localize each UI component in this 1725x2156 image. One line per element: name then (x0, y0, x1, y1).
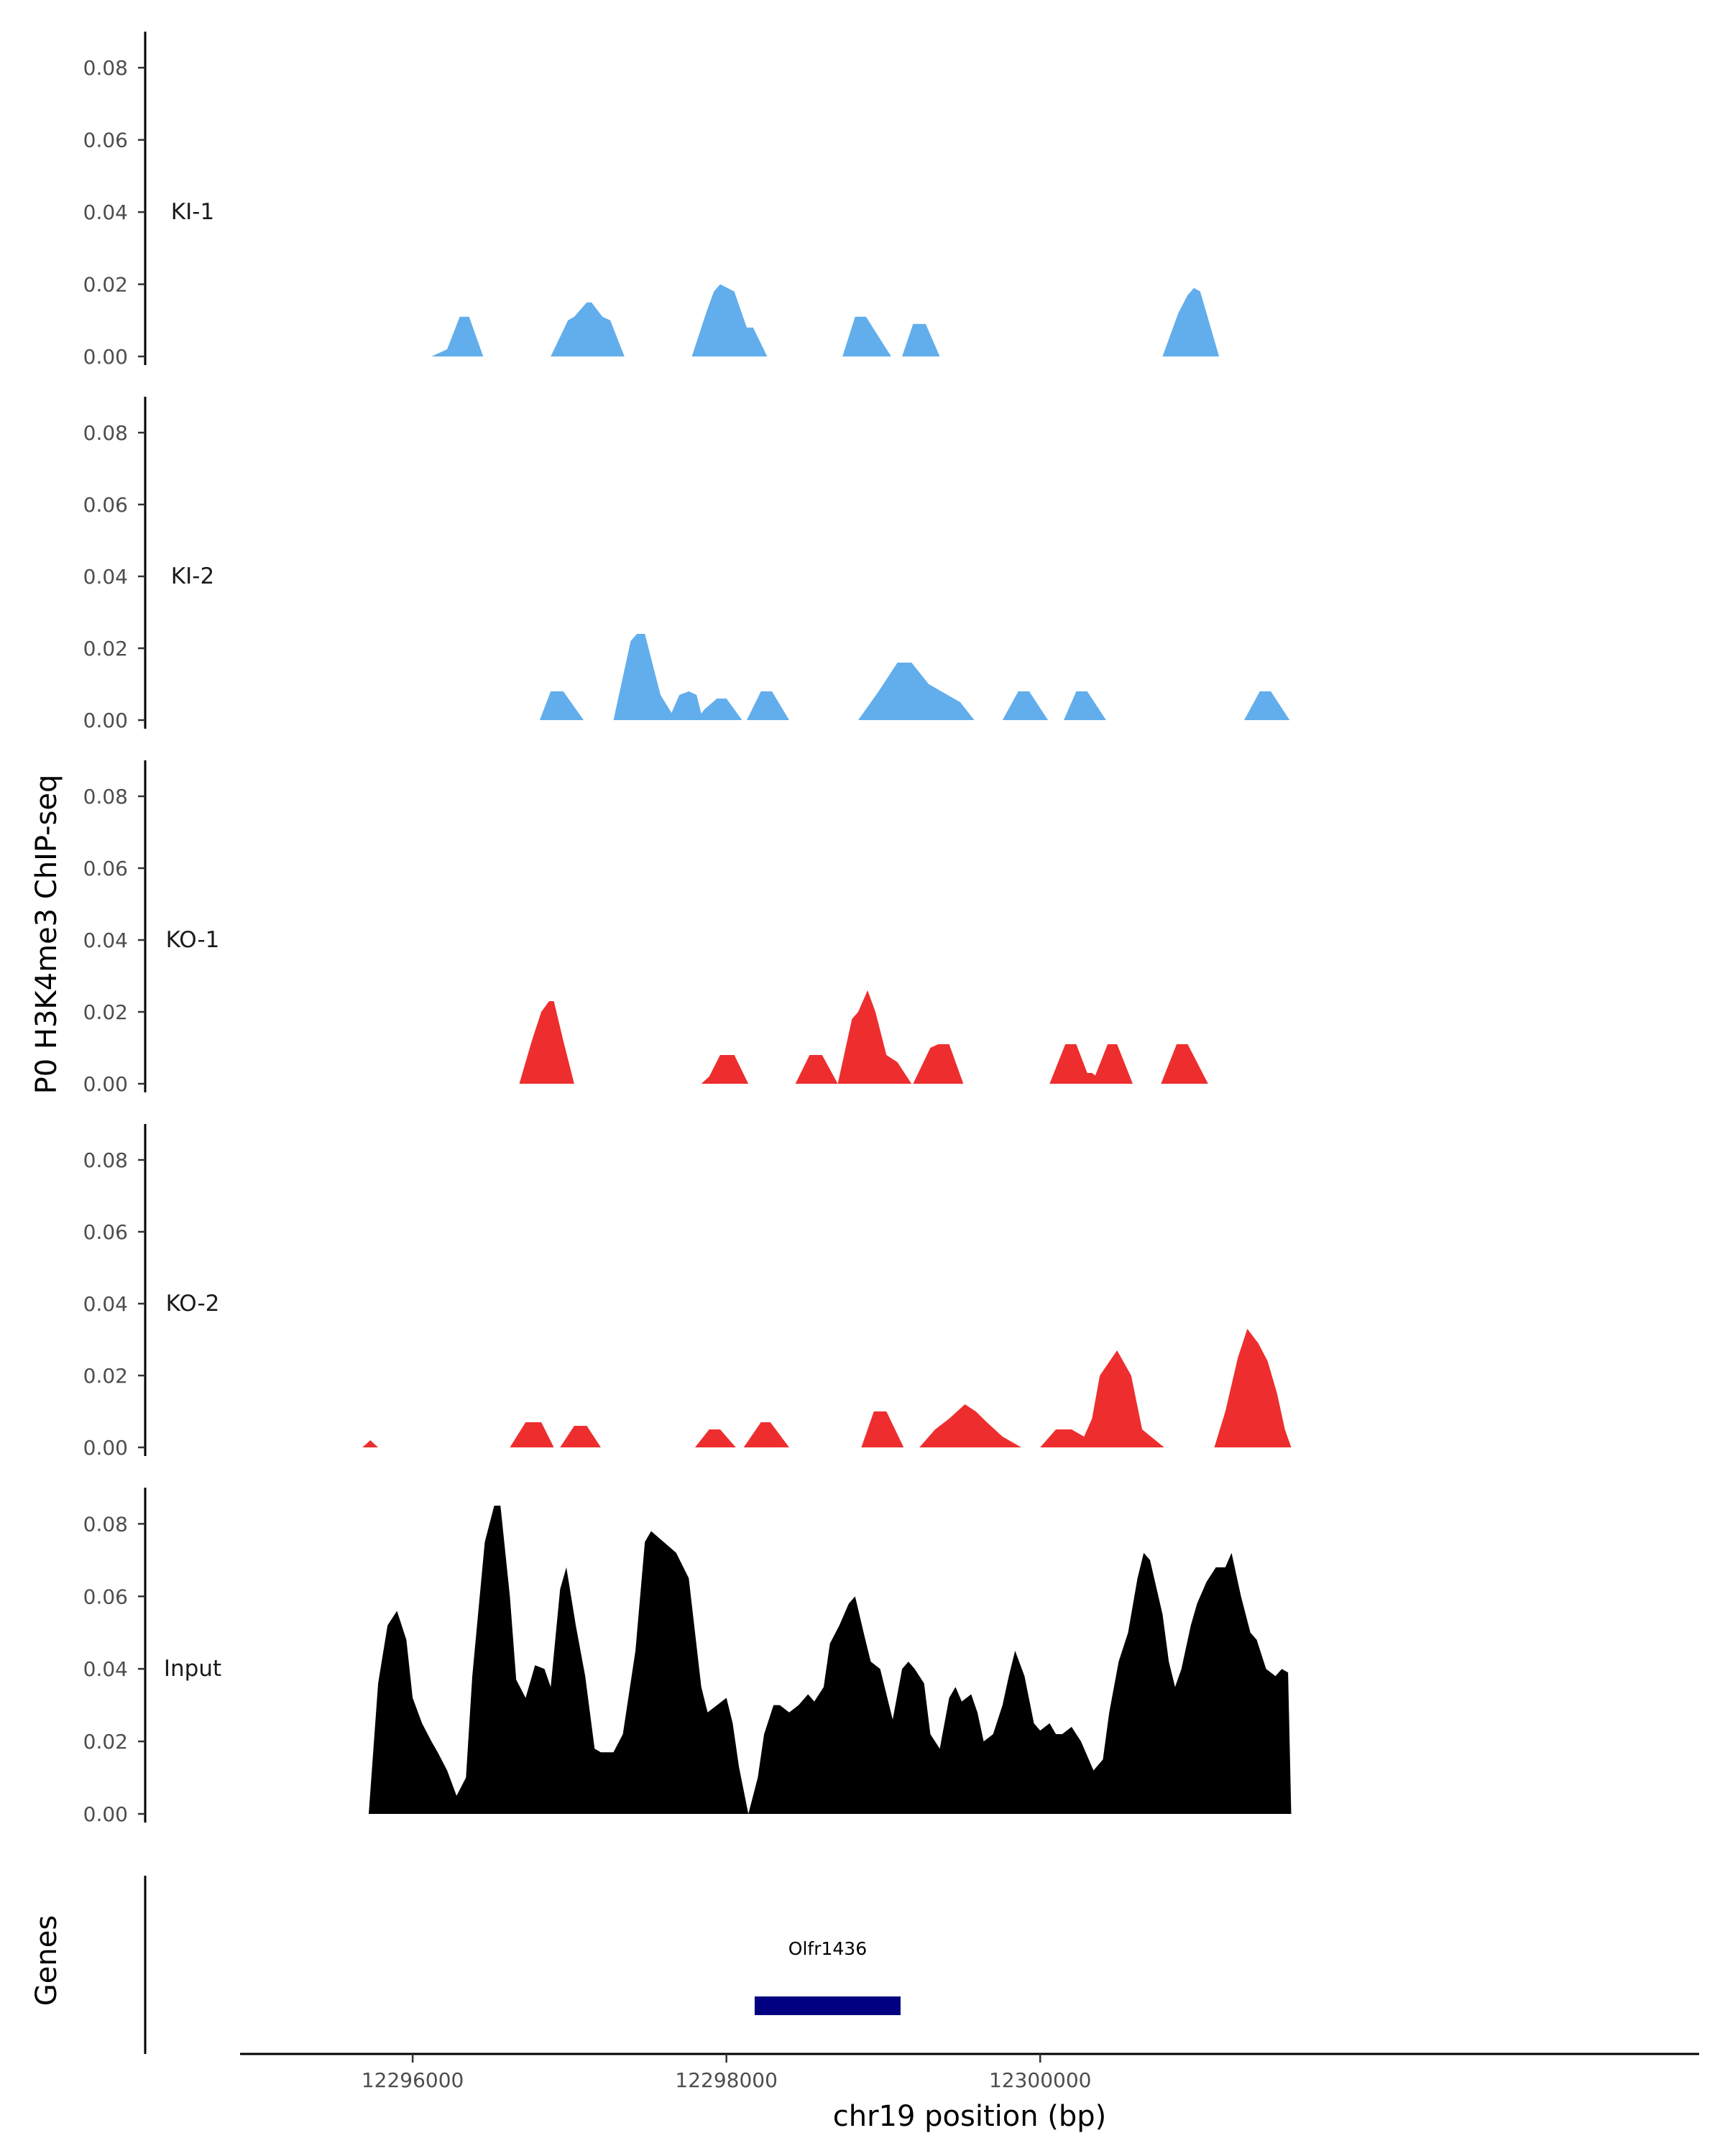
x-tick-label: 12300000 (989, 2068, 1092, 2092)
y-tick-label-ki-2: 0.06 (83, 493, 128, 517)
y-tick-label-ki-2: 0.04 (83, 565, 128, 589)
y-tick-label-ko-2: 0.06 (83, 1220, 128, 1244)
gene-bar (754, 1996, 901, 2015)
y-tick-label-ki-2: 0.02 (83, 637, 128, 660)
peak-area-ko-1 (701, 1055, 749, 1084)
track-ki-1: 0.00 0.02 0.04 0.06 0.08 KI-1 (83, 32, 1220, 369)
peak-area-ko-1 (837, 990, 912, 1084)
y-tick-label-ko-2: 0.02 (83, 1364, 128, 1388)
y-tick-label-input: 0.06 (83, 1585, 128, 1608)
track-label-ki-2: KI-2 (171, 563, 214, 589)
x-axis: chr19 position (bp) 12296000 12298000 1230… (240, 2053, 1699, 2133)
peak-area-ko-1 (1161, 1044, 1208, 1084)
track-ko-1: 0.00 0.02 0.04 0.06 0.08 KO-1 (83, 760, 1208, 1096)
y-tick-label-ki-2: 0.08 (83, 421, 128, 445)
x-tick-label: 12298000 (675, 2068, 778, 2092)
peak-area-ko-2 (362, 1440, 379, 1447)
y-tick-label-input: 0.04 (83, 1657, 128, 1681)
peak-area-ko-1 (913, 1044, 964, 1084)
genes-axis-title: Genes (30, 1915, 63, 2006)
peak-area-ko-2 (861, 1411, 904, 1447)
peak-area-ko-2 (695, 1429, 736, 1447)
gene-label: Olfr1436 (788, 1938, 867, 1959)
y-tick-label-ki-2: 0.00 (83, 709, 128, 732)
y-tick-label-ko-2: 0.04 (83, 1292, 128, 1316)
x-axis-title: chr19 position (bp) (833, 2100, 1107, 2133)
y-tick-label-input: 0.02 (83, 1730, 128, 1754)
y-tick-label-ki-1: 0.06 (83, 129, 128, 152)
peak-area-ki-1 (1162, 287, 1220, 356)
track-ko-2: 0.00 0.02 0.04 0.06 0.08 KO-2 (83, 1124, 1292, 1460)
y-tick-label-input: 0.08 (83, 1512, 128, 1536)
track-ki-2: 0.00 0.02 0.04 0.06 0.08 KI-2 (83, 397, 1290, 732)
peak-area-ko-2 (1214, 1329, 1292, 1447)
peak-area-ki-2 (1002, 691, 1049, 720)
coverage-tracks: 0.00 0.02 0.04 0.06 0.08 KI-1 0.00 0.02 0.04 0.06… (83, 32, 1292, 1826)
x-tick-label: 12296000 (362, 2068, 464, 2092)
peak-area-ki-1 (691, 284, 768, 356)
y-tick-label-ko-1: 0.08 (83, 785, 128, 808)
y-tick-label-input: 0.00 (83, 1802, 128, 1826)
peak-area-ki-2 (613, 634, 703, 720)
peak-area-ki-1 (551, 302, 625, 356)
peak-area-ko-2 (510, 1422, 554, 1447)
y-tick-label-ki-1: 0.02 (83, 273, 128, 297)
y-tick-label-ko-1: 0.02 (83, 1000, 128, 1024)
track-input: 0.00 0.02 0.04 0.06 0.08 Input (83, 1488, 1292, 1826)
track-label-ki-1: KI-1 (171, 199, 214, 225)
track-label-ko-1: KO-1 (166, 927, 220, 953)
y-axis-title: P0 H3K4me3 ChIP-seq (30, 775, 63, 1095)
y-tick-label-ko-1: 0.00 (83, 1072, 128, 1096)
y-tick-label-ko-2: 0.08 (83, 1148, 128, 1172)
peak-area-ko-2 (1040, 1350, 1164, 1447)
peak-area-ki-2 (1064, 691, 1106, 720)
peak-area-ki-2 (539, 691, 584, 720)
peak-area-ki-1 (842, 316, 891, 356)
y-tick-label-ki-1: 0.08 (83, 56, 128, 80)
peak-area-ki-1 (902, 323, 940, 356)
y-tick-label-ko-1: 0.04 (83, 929, 128, 952)
peak-area-ko-1 (1092, 1044, 1133, 1084)
peak-area-ki-2 (858, 663, 975, 720)
peak-area-ki-2 (1244, 691, 1290, 720)
peak-area-ki-2 (747, 691, 789, 720)
peak-area-ko-2 (743, 1422, 789, 1447)
y-tick-label-ki-1: 0.00 (83, 345, 128, 369)
peak-area-ko-2 (560, 1426, 601, 1447)
peak-area-ki-1 (431, 316, 484, 356)
peak-area-ki-2 (696, 699, 742, 720)
peak-area-ko-1 (795, 1055, 838, 1084)
track-label-input: Input (164, 1656, 221, 1682)
y-tick-label-ko-2: 0.00 (83, 1436, 128, 1460)
peak-area-input (369, 1506, 1292, 1814)
genes-track: Genes Olfr1436 (30, 1876, 901, 2054)
track-label-ko-2: KO-2 (166, 1291, 220, 1317)
peak-area-ko-2 (919, 1404, 1021, 1447)
y-tick-label-ko-1: 0.06 (83, 857, 128, 880)
peak-area-ko-1 (519, 1001, 574, 1084)
y-tick-label-ki-1: 0.04 (83, 201, 128, 224)
peak-area-ko-1 (1049, 1044, 1106, 1084)
